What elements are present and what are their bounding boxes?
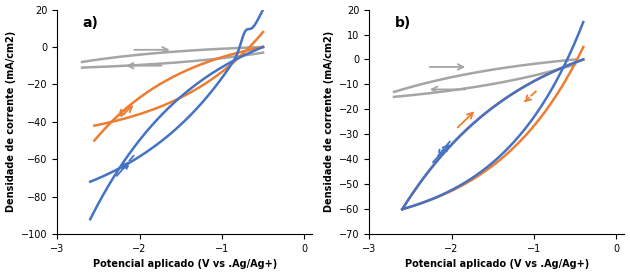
X-axis label: Potencial aplicado (V vs .Ag/Ag+): Potencial aplicado (V vs .Ag/Ag+) (93, 259, 277, 270)
Y-axis label: Densidade de corrente (mA/cm2): Densidade de corrente (mA/cm2) (6, 31, 16, 213)
Text: b): b) (395, 16, 411, 30)
Y-axis label: Densidade de corrente (mA/cm2): Densidade de corrente (mA/cm2) (324, 31, 333, 213)
Text: a): a) (83, 16, 99, 30)
X-axis label: Potencial aplicado (V vs .Ag/Ag+): Potencial aplicado (V vs .Ag/Ag+) (404, 259, 589, 270)
